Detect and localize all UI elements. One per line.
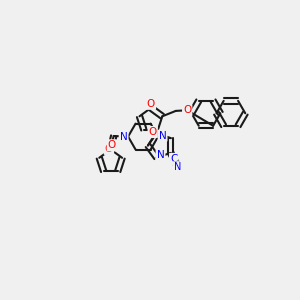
Text: O: O [108,140,116,150]
Text: O: O [183,105,191,115]
Text: N: N [157,150,164,160]
Text: O: O [148,127,157,137]
Text: N: N [159,131,167,141]
Text: N: N [174,162,181,172]
Text: N: N [120,133,128,142]
Text: O: O [147,99,155,109]
Text: O: O [105,144,113,154]
Text: C: C [170,154,177,164]
